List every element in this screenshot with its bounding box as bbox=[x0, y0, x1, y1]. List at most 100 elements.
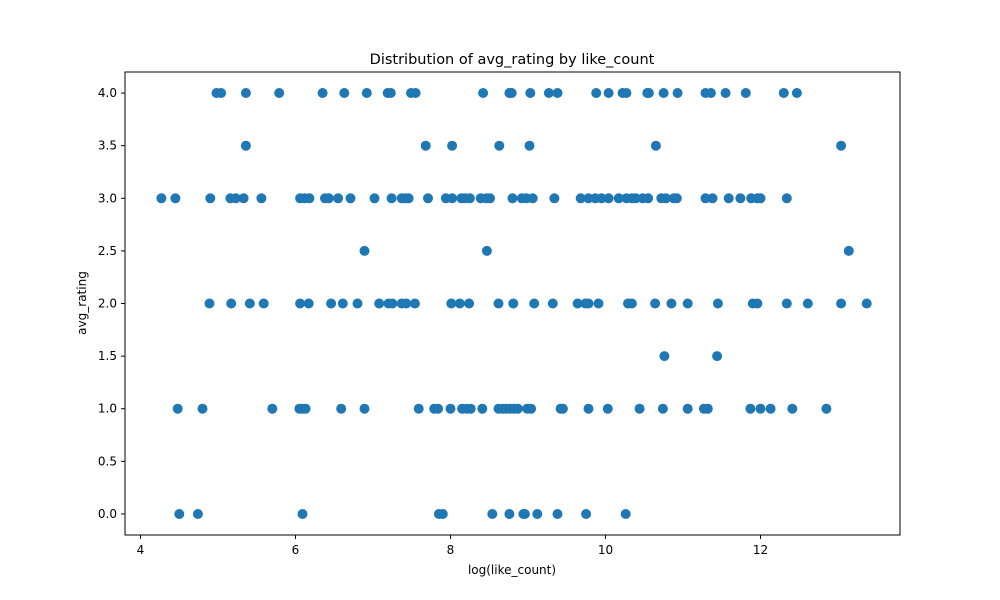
x-tick-label-1: 6 bbox=[292, 543, 300, 557]
data-point-3 bbox=[274, 88, 285, 98]
data-point-164 bbox=[602, 403, 613, 414]
data-point-36 bbox=[650, 140, 661, 151]
data-point-121 bbox=[583, 298, 594, 309]
data-point-70 bbox=[549, 193, 560, 204]
data-point-116 bbox=[508, 298, 519, 309]
data-point-167 bbox=[682, 403, 693, 414]
data-point-72 bbox=[583, 193, 594, 204]
data-point-166 bbox=[657, 403, 668, 414]
data-point-22 bbox=[643, 88, 654, 98]
x-tick-label-2: 8 bbox=[447, 543, 455, 557]
data-point-56 bbox=[403, 193, 414, 204]
data-point-135 bbox=[659, 351, 670, 362]
data-point-130 bbox=[752, 298, 763, 309]
data-point-114 bbox=[464, 298, 475, 309]
data-point-105 bbox=[352, 298, 363, 309]
data-point-147 bbox=[433, 403, 444, 414]
data-point-83 bbox=[660, 193, 671, 204]
data-point-176 bbox=[192, 509, 203, 519]
data-point-89 bbox=[735, 193, 746, 204]
x-tick-label-0: 4 bbox=[137, 543, 145, 557]
data-point-50 bbox=[333, 193, 344, 204]
data-point-93 bbox=[781, 193, 792, 204]
data-point-88 bbox=[723, 193, 734, 204]
data-point-143 bbox=[336, 403, 347, 414]
data-point-6 bbox=[361, 88, 372, 98]
data-point-11 bbox=[478, 88, 489, 98]
data-point-52 bbox=[369, 193, 380, 204]
data-point-125 bbox=[650, 298, 661, 309]
data-point-4 bbox=[317, 88, 328, 98]
data-point-128 bbox=[712, 298, 723, 309]
data-point-76 bbox=[613, 193, 624, 204]
data-point-180 bbox=[487, 509, 498, 519]
data-point-115 bbox=[493, 298, 504, 309]
x-axis-ticks: 4 6 8 10 12 bbox=[137, 535, 768, 557]
data-point-16 bbox=[552, 88, 563, 98]
y-tick-label-4: 2.0 bbox=[98, 297, 117, 311]
data-point-28 bbox=[740, 88, 751, 98]
data-point-110 bbox=[401, 298, 412, 309]
data-point-79 bbox=[630, 193, 641, 204]
data-point-173 bbox=[787, 403, 798, 414]
data-point-13 bbox=[506, 88, 517, 98]
data-point-158 bbox=[512, 403, 523, 414]
data-point-177 bbox=[297, 509, 308, 519]
data-point-104 bbox=[337, 298, 348, 309]
data-point-20 bbox=[621, 88, 632, 98]
data-point-97 bbox=[204, 298, 215, 309]
data-point-85 bbox=[671, 193, 682, 204]
chart-title: Distribution of avg_rating by like_count bbox=[370, 52, 655, 68]
data-point-40 bbox=[205, 193, 216, 204]
data-point-187 bbox=[620, 509, 631, 519]
data-point-75 bbox=[603, 193, 614, 204]
data-point-29 bbox=[778, 88, 789, 98]
data-point-5 bbox=[339, 88, 350, 98]
data-point-122 bbox=[593, 298, 604, 309]
data-point-111 bbox=[409, 298, 420, 309]
data-point-39 bbox=[170, 193, 181, 204]
data-point-148 bbox=[445, 403, 456, 414]
data-point-18 bbox=[603, 88, 614, 98]
data-point-95 bbox=[481, 245, 492, 256]
data-point-10 bbox=[410, 88, 421, 98]
data-point-38 bbox=[156, 193, 167, 204]
y-tick-label-8: 4.0 bbox=[98, 86, 117, 100]
data-point-71 bbox=[575, 193, 586, 204]
data-point-2 bbox=[240, 88, 251, 98]
data-point-33 bbox=[447, 140, 458, 151]
data-point-96 bbox=[843, 245, 854, 256]
data-point-14 bbox=[525, 88, 536, 98]
data-point-94 bbox=[359, 245, 370, 256]
data-point-139 bbox=[267, 403, 278, 414]
data-point-106 bbox=[374, 298, 385, 309]
y-tick-label-3: 1.5 bbox=[98, 349, 117, 363]
data-point-137 bbox=[172, 403, 183, 414]
data-point-51 bbox=[345, 193, 356, 204]
data-point-17 bbox=[591, 88, 602, 98]
data-point-31 bbox=[240, 140, 251, 151]
y-axis-ticks: 0.0 0.5 1.0 1.5 2.0 2.5 3.0 3.5 4.0 bbox=[98, 86, 125, 521]
data-point-92 bbox=[755, 193, 766, 204]
data-point-62 bbox=[464, 193, 475, 204]
data-point-152 bbox=[477, 403, 488, 414]
data-point-37 bbox=[836, 140, 847, 151]
data-point-112 bbox=[446, 298, 457, 309]
data-point-23 bbox=[658, 88, 669, 98]
data-point-133 bbox=[836, 298, 847, 309]
data-point-162 bbox=[557, 403, 568, 414]
data-point-181 bbox=[504, 509, 515, 519]
data-point-43 bbox=[238, 193, 249, 204]
data-point-57 bbox=[423, 193, 433, 204]
data-point-117 bbox=[529, 298, 540, 309]
data-point-119 bbox=[572, 298, 583, 309]
data-point-26 bbox=[705, 88, 716, 98]
data-point-160 bbox=[526, 403, 537, 414]
x-tick-label-3: 10 bbox=[598, 543, 613, 557]
data-point-171 bbox=[755, 403, 766, 414]
y-tick-label-5: 2.5 bbox=[98, 244, 117, 258]
data-point-185 bbox=[552, 509, 563, 519]
data-point-102 bbox=[303, 298, 314, 309]
data-point-27 bbox=[720, 88, 731, 98]
data-point-136 bbox=[712, 351, 723, 362]
